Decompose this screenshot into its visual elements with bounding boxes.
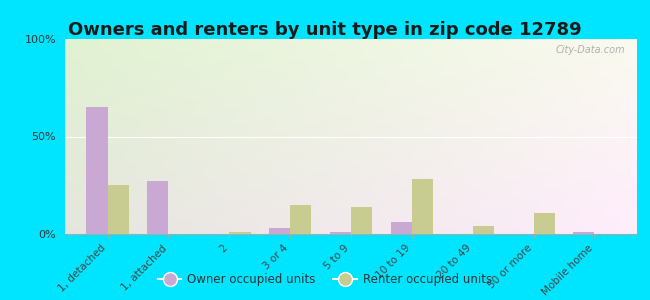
- Bar: [412, 179, 433, 234]
- Bar: [229, 232, 251, 234]
- Text: City-Data.com: City-Data.com: [556, 45, 625, 55]
- Bar: [269, 228, 290, 234]
- Bar: [290, 205, 311, 234]
- Text: Owners and renters by unit type in zip code 12789: Owners and renters by unit type in zip c…: [68, 21, 582, 39]
- Bar: [534, 212, 555, 234]
- Bar: [351, 207, 372, 234]
- Bar: [573, 232, 594, 234]
- Bar: [391, 222, 412, 234]
- Bar: [147, 181, 168, 234]
- Legend: Owner occupied units, Renter occupied units: Owner occupied units, Renter occupied un…: [153, 269, 497, 291]
- Bar: [473, 226, 494, 234]
- Bar: [86, 107, 108, 234]
- Bar: [108, 185, 129, 234]
- Bar: [330, 232, 351, 234]
